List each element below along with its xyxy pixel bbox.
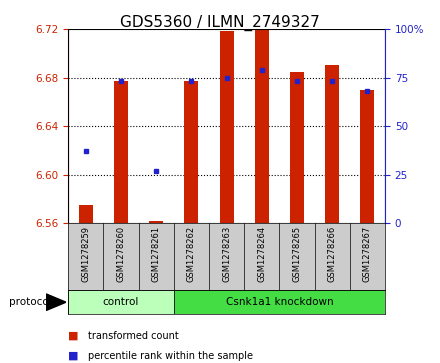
Bar <box>68 290 174 314</box>
Text: GDS5360 / ILMN_2749327: GDS5360 / ILMN_2749327 <box>120 15 320 31</box>
Bar <box>79 205 93 223</box>
Text: ■: ■ <box>68 351 79 361</box>
Bar <box>290 72 304 223</box>
Text: ■: ■ <box>68 331 79 341</box>
Text: GSM1278260: GSM1278260 <box>117 226 125 282</box>
Text: transformed count: transformed count <box>88 331 179 341</box>
Bar <box>325 65 339 223</box>
Text: GSM1278265: GSM1278265 <box>293 226 301 282</box>
Text: GSM1278264: GSM1278264 <box>257 226 266 282</box>
Text: Csnk1a1 knockdown: Csnk1a1 knockdown <box>226 297 333 307</box>
Bar <box>184 81 198 223</box>
Text: GSM1278259: GSM1278259 <box>81 226 90 282</box>
Text: GSM1278262: GSM1278262 <box>187 226 196 282</box>
Text: GSM1278263: GSM1278263 <box>222 226 231 282</box>
Bar <box>220 32 234 223</box>
Polygon shape <box>46 294 66 310</box>
Bar <box>149 221 163 223</box>
Text: GSM1278266: GSM1278266 <box>328 226 337 282</box>
Bar <box>360 90 374 223</box>
Bar <box>174 290 385 314</box>
Text: GSM1278261: GSM1278261 <box>152 226 161 282</box>
Text: percentile rank within the sample: percentile rank within the sample <box>88 351 253 361</box>
Bar <box>255 30 269 223</box>
Text: protocol: protocol <box>9 297 51 307</box>
Bar <box>114 81 128 223</box>
Text: control: control <box>103 297 139 307</box>
Text: GSM1278267: GSM1278267 <box>363 226 372 282</box>
